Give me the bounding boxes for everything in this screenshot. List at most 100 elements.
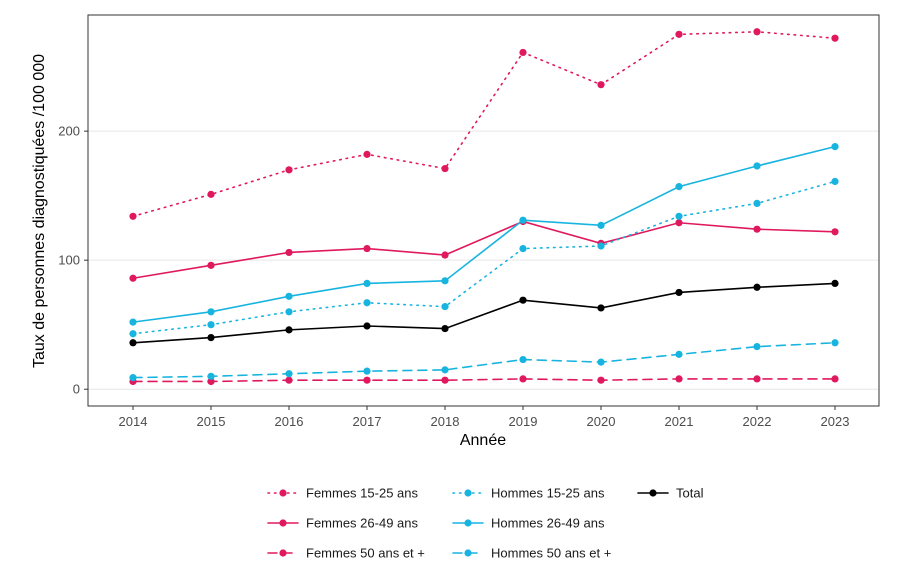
data-point [207,321,215,329]
data-point [129,374,137,382]
legend-item: Hommes 50 ans et + [452,546,611,561]
legend-key-point [464,489,472,497]
x-tick-label: 2016 [275,414,304,429]
legend-key-point [279,549,287,557]
y-tick-label: 200 [58,124,80,139]
data-point [129,339,137,347]
series-femmes-15-25-ans [129,28,839,220]
data-point [597,81,605,89]
data-point [519,244,527,253]
data-point [831,339,839,347]
legend-label: Total [676,486,704,501]
series-femmes-50-ans-et- [129,375,839,386]
x-tick-label: 2014 [119,414,148,429]
data-point [441,303,449,311]
data-point [285,292,293,300]
data-point [675,183,683,191]
data-point [675,30,683,38]
data-point [753,343,761,351]
series-total [129,279,839,347]
data-point [675,219,683,227]
series-hommes-15-25-ans [129,177,839,338]
data-point [207,372,215,380]
legend-label: Hommes 26-49 ans [491,516,605,531]
data-point [285,370,293,378]
x-tick-label: 2017 [353,414,382,429]
data-point [285,166,293,174]
x-axis-title: Année [460,432,506,449]
legend-item: Femmes 50 ans et + [267,546,425,561]
legend-item: Hommes 26-49 ans [452,516,605,531]
data-point [675,350,683,358]
data-point [441,376,449,384]
legend-label: Femmes 26-49 ans [306,516,418,531]
y-axis-title: Taux de personnes diagnostiquées /100 00… [31,54,48,368]
legend-label: Hommes 50 ans et + [491,546,611,561]
data-point [441,366,449,374]
data-point [519,216,527,224]
legend-item: Femmes 26-49 ans [267,516,418,531]
data-point [363,376,371,384]
data-point [363,299,371,307]
x-tick-label: 2019 [509,414,538,429]
data-point [441,324,449,333]
data-point [831,143,839,151]
data-point [519,48,527,57]
data-point [363,322,371,330]
series-line [132,145,836,323]
series-line [132,341,836,379]
data-point [207,261,215,269]
data-point [129,212,137,220]
data-point [753,162,761,170]
data-point [285,376,293,384]
data-point [597,242,605,250]
series-hommes-26-49-ans [129,143,839,326]
data-point [363,244,371,253]
axes: 0 100 200 2014 2015 2016 2017 2018 2019 2020 2021 2… [58,124,849,429]
data-point [831,34,839,42]
series-line [132,180,836,335]
data-point [129,330,137,338]
legend-key-point [279,519,287,527]
series-line [132,220,836,280]
x-tick-label: 2015 [197,414,226,429]
series-lines [129,28,839,386]
series-line [132,378,836,383]
data-point [753,283,761,291]
data-point [441,277,449,285]
data-point [753,199,761,208]
x-tick-label: 2020 [587,414,616,429]
plot-frame [87,14,880,407]
data-point [597,221,605,229]
data-point [831,228,839,236]
x-tick-label: 2023 [821,414,850,429]
legend-label: Hommes 15-25 ans [491,486,605,501]
legend-label: Femmes 15-25 ans [306,486,418,501]
data-point [363,150,371,158]
legend-key-point [649,489,657,497]
legend-item: Femmes 15-25 ans [267,486,418,501]
data-point [129,274,137,282]
series-hommes-50-ans-et- [129,339,839,382]
x-tick-label: 2022 [743,414,772,429]
legend-item: Hommes 15-25 ans [452,486,605,501]
legend: Femmes 15-25 ans Hommes 15-25 ans Total Fem… [267,486,704,561]
data-point [285,308,293,316]
y-tick-label: 100 [58,253,80,268]
data-point [207,334,215,342]
data-point [831,375,839,383]
grid-lines [88,130,879,390]
data-point [519,375,527,383]
legend-item: Total [637,486,704,501]
x-tick-label: 2018 [431,414,460,429]
data-point [519,296,527,304]
data-point [831,279,839,288]
data-point [285,248,293,257]
data-point [207,377,215,386]
data-point [753,28,761,36]
data-point [441,251,449,259]
data-point [597,304,605,312]
data-point [675,375,683,383]
y-tick-label: 0 [73,382,80,397]
